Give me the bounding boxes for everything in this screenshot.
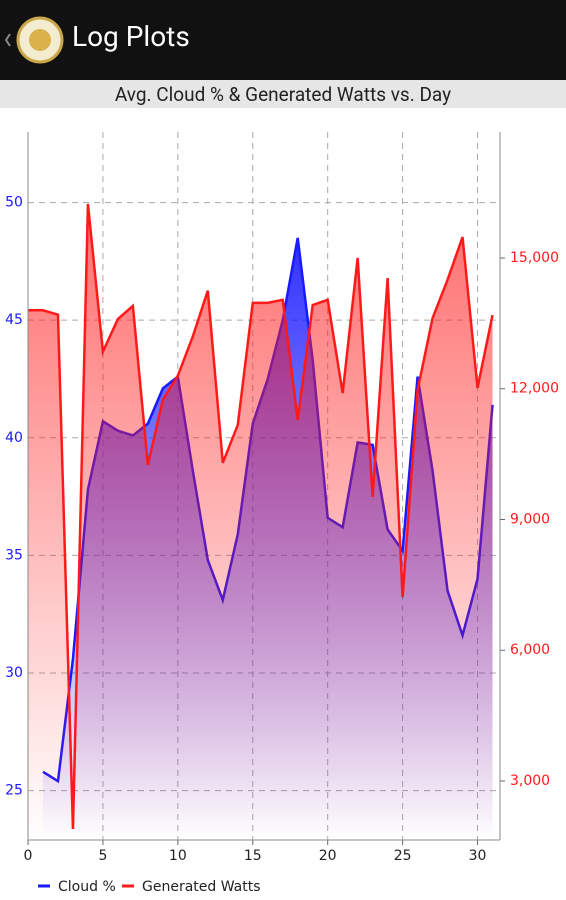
y-tick-label: 35	[5, 547, 23, 563]
x-tick-label: 5	[98, 848, 107, 864]
y2-tick-label: 6,000	[510, 642, 550, 658]
y2-tick-label: 12,000	[510, 381, 559, 397]
area-fill	[28, 203, 493, 840]
series-line	[28, 203, 494, 829]
y-tick-label: 40	[5, 430, 23, 446]
y-tick-label: 45	[5, 312, 23, 328]
y-tick-label: 25	[5, 783, 23, 799]
x-tick-label: 25	[394, 848, 412, 864]
y2-tick-label: 15,000	[510, 250, 559, 266]
x-tick-label: 20	[319, 848, 337, 864]
x-tick-label: 10	[169, 848, 187, 864]
x-tick-label: 30	[469, 848, 487, 864]
chart-title: Avg. Cloud % & Generated Watts vs. Day	[0, 80, 566, 108]
app-title: Log Plots	[72, 20, 190, 53]
x-tick-label: 15	[244, 848, 262, 864]
chart: 0 5 10 15 20 25 30 25 30 35 40 45 50 3,000 6,000 9,000 1…	[5, 132, 559, 895]
legend-label: Generated Watts	[142, 879, 261, 895]
y-tick-label: 30	[5, 665, 23, 681]
y-tick-label: 50	[5, 195, 23, 211]
app-icon[interactable]	[0, 0, 70, 80]
y2-tick-label: 3,000	[510, 773, 550, 789]
x-tick-label: 0	[24, 848, 33, 864]
y2-tick-label: 9,000	[510, 511, 550, 527]
legend-label: Cloud %	[58, 879, 116, 895]
app-bar: Log Plots	[0, 0, 566, 80]
